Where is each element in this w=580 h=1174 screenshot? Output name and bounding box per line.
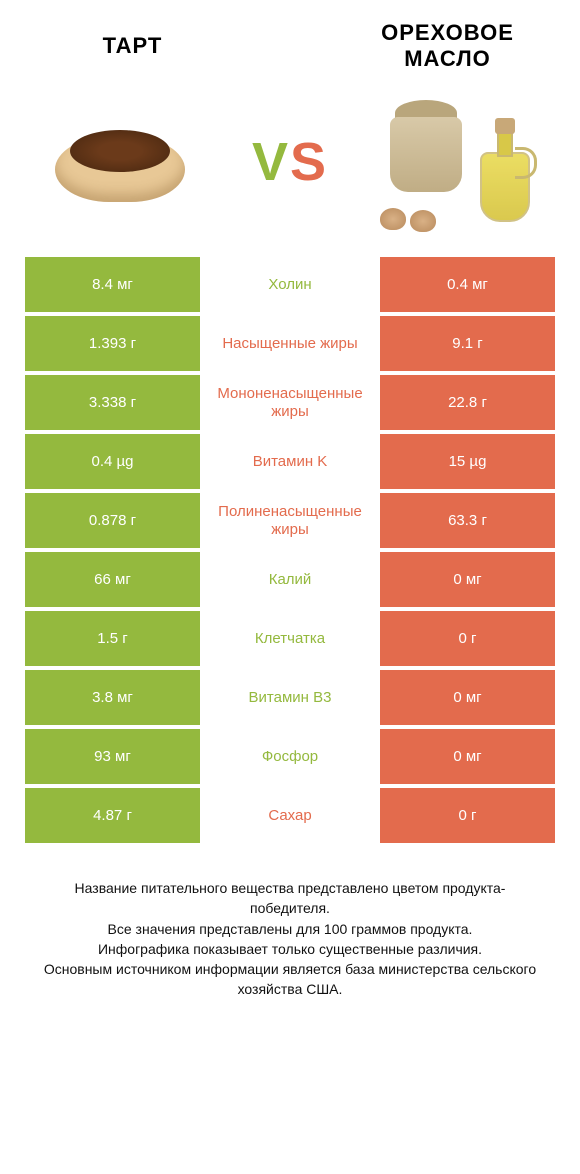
table-row: 3.8 мгВитамин B30 мг: [25, 670, 555, 725]
nutrient-label-cell: Сахар: [200, 788, 380, 843]
right-value-cell: 0 мг: [380, 552, 555, 607]
vs-label: VS: [252, 131, 328, 193]
footnote-line: Основным источником информации является …: [35, 959, 545, 1000]
nutrient-label-cell: Насыщенные жиры: [200, 316, 380, 371]
left-value-cell: 66 мг: [25, 552, 200, 607]
table-row: 1.5 гКлетчатка0 г: [25, 611, 555, 666]
footnote-line: Инфографика показывает только существенн…: [35, 939, 545, 959]
table-row: 0.4 µgВитамин K15 µg: [25, 434, 555, 489]
right-value-cell: 22.8 г: [380, 375, 555, 430]
nutrient-label-cell: Калий: [200, 552, 380, 607]
left-product-title: ТАРТ: [25, 33, 240, 59]
nutrient-label-cell: Фосфор: [200, 729, 380, 784]
nutrient-label-cell: Холин: [200, 257, 380, 312]
left-value-cell: 0.4 µg: [25, 434, 200, 489]
left-value-cell: 3.8 мг: [25, 670, 200, 725]
table-row: 4.87 гСахар0 г: [25, 788, 555, 843]
left-value-cell: 8.4 мг: [25, 257, 200, 312]
infographic-container: ТАРТ ОРЕХОВОЕ МАСЛО VS: [0, 0, 580, 1020]
left-value-cell: 0.878 г: [25, 493, 200, 548]
right-product-title: ОРЕХОВОЕ МАСЛО: [340, 20, 555, 72]
left-value-cell: 4.87 г: [25, 788, 200, 843]
footnote: Название питательного вещества представл…: [25, 878, 555, 1000]
right-value-cell: 0 мг: [380, 670, 555, 725]
table-row: 8.4 мгХолин0.4 мг: [25, 257, 555, 312]
table-row: 93 мгФосфор0 мг: [25, 729, 555, 784]
left-value-cell: 93 мг: [25, 729, 200, 784]
nutrient-label-cell: Витамин B3: [200, 670, 380, 725]
footnote-line: Название питательного вещества представл…: [35, 878, 545, 919]
left-value-cell: 1.393 г: [25, 316, 200, 371]
left-value-cell: 3.338 г: [25, 375, 200, 430]
table-row: 0.878 гПолиненасыщенные жиры63.3 г: [25, 493, 555, 548]
right-value-cell: 63.3 г: [380, 493, 555, 548]
right-value-cell: 9.1 г: [380, 316, 555, 371]
right-value-cell: 15 µg: [380, 434, 555, 489]
image-row: VS: [25, 92, 555, 232]
footnote-line: Все значения представлены для 100 граммо…: [35, 919, 545, 939]
table-row: 1.393 гНасыщенные жиры9.1 г: [25, 316, 555, 371]
oil-icon: [375, 92, 545, 232]
right-value-cell: 0.4 мг: [380, 257, 555, 312]
left-value-cell: 1.5 г: [25, 611, 200, 666]
right-value-cell: 0 г: [380, 611, 555, 666]
table-row: 3.338 гМононенасыщенные жиры22.8 г: [25, 375, 555, 430]
tart-icon: [45, 122, 195, 202]
comparison-table: 8.4 мгХолин0.4 мг1.393 гНасыщенные жиры9…: [25, 257, 555, 843]
right-value-cell: 0 мг: [380, 729, 555, 784]
nutrient-label-cell: Клетчатка: [200, 611, 380, 666]
tart-image: [35, 92, 205, 232]
title-row: ТАРТ ОРЕХОВОЕ МАСЛО: [25, 20, 555, 72]
oil-image: [375, 92, 545, 232]
nutrient-label-cell: Полиненасыщенные жиры: [200, 493, 380, 548]
right-value-cell: 0 г: [380, 788, 555, 843]
nutrient-label-cell: Витамин K: [200, 434, 380, 489]
nutrient-label-cell: Мононенасыщенные жиры: [200, 375, 380, 430]
table-row: 66 мгКалий0 мг: [25, 552, 555, 607]
